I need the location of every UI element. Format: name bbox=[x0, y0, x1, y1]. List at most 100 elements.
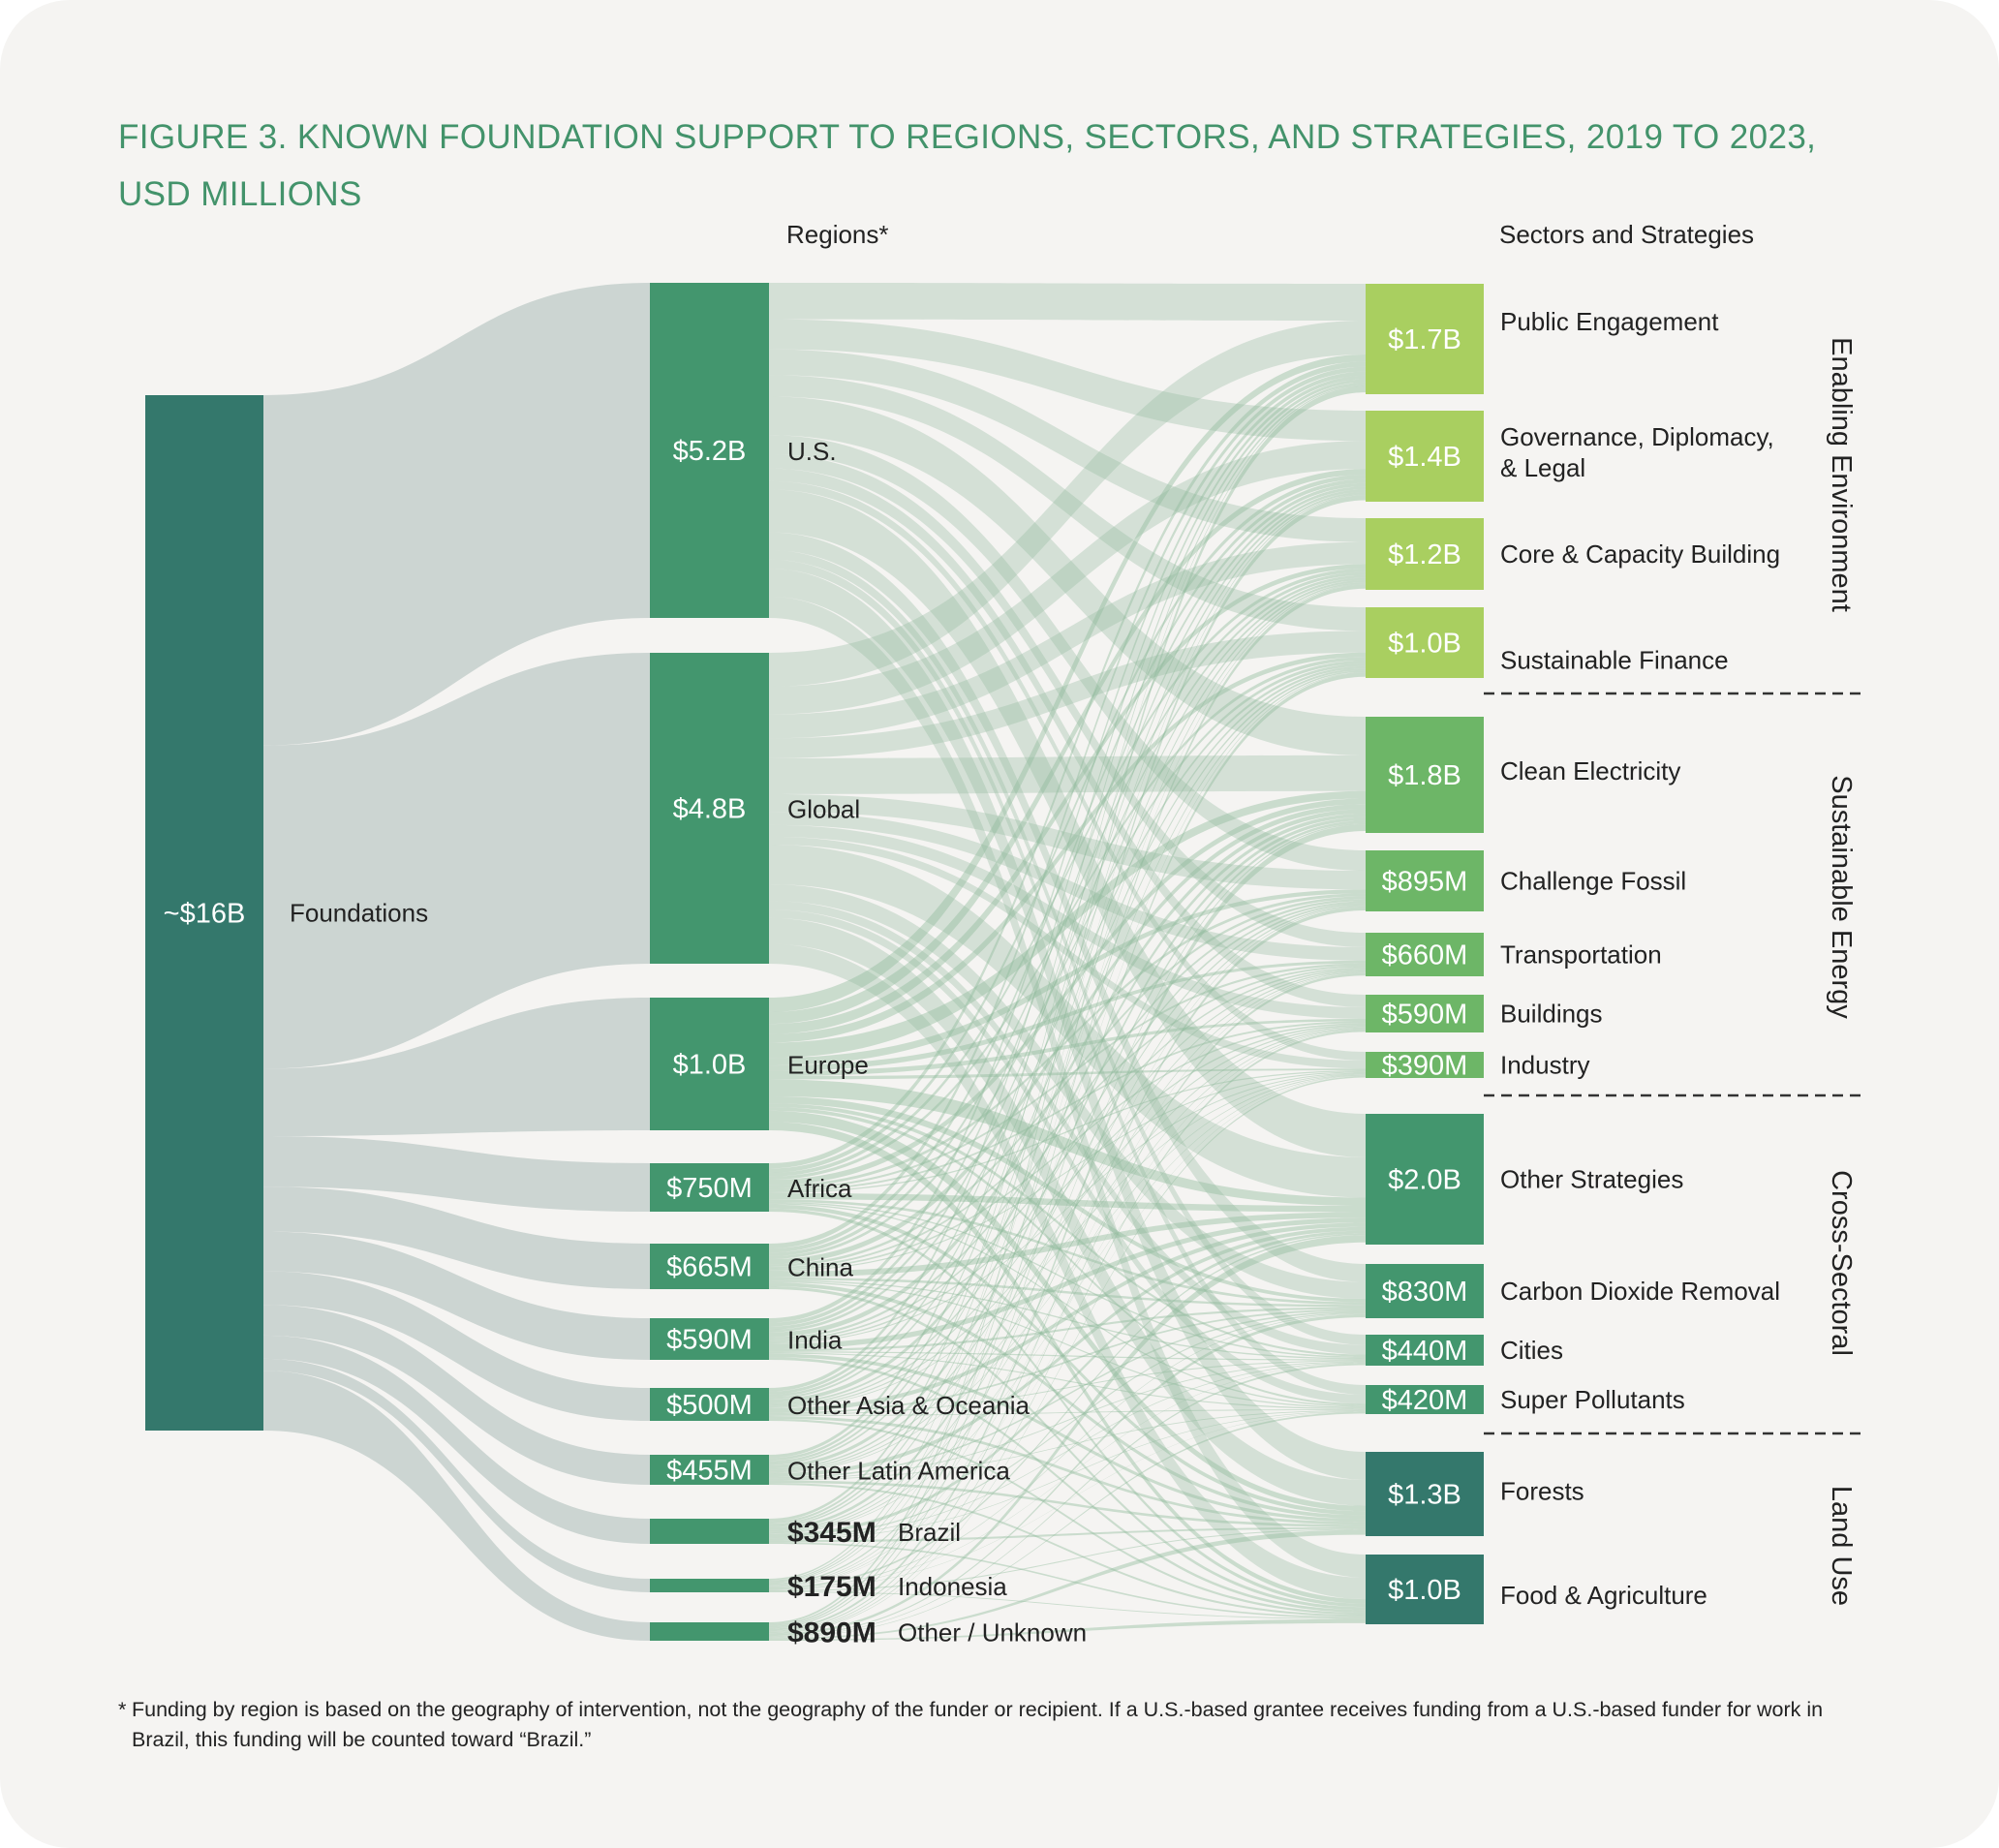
flow-indonesia-to-buildings bbox=[769, 1029, 1366, 1587]
flow-other-latin-america-to-sustainable-finance bbox=[769, 668, 1366, 1465]
node-sector-public-engagement bbox=[1366, 284, 1484, 394]
flow-indonesia-to-core-and-capacity-building bbox=[769, 583, 1366, 1583]
flow-other-unknown-to-sustainable-finance bbox=[769, 672, 1366, 1629]
flow-china-to-other-strategies bbox=[769, 1212, 1366, 1278]
flow-africa-to-challenge-fossil bbox=[769, 893, 1366, 1188]
flow-china-to-food-and-agriculture bbox=[769, 1285, 1366, 1611]
node-sector-sustainable-finance bbox=[1366, 607, 1484, 678]
footnote: * Funding by region is based on the geog… bbox=[118, 1695, 1856, 1755]
flow-china-to-clean-electricity bbox=[769, 804, 1366, 1265]
flow-other-latin-america-to-super-pollutants bbox=[769, 1409, 1366, 1481]
region-value-china: $665M bbox=[666, 1252, 753, 1283]
sector-value-carbon-dioxide-removal: $830M bbox=[1382, 1277, 1468, 1308]
flow-global-to-food-and-agriculture bbox=[769, 943, 1366, 1600]
flow-u-s-to-sustainable-finance bbox=[769, 375, 1366, 631]
node-region-global bbox=[650, 653, 769, 964]
sector-label-carbon-dioxide-removal: Carbon Dioxide Removal bbox=[1500, 1277, 1780, 1306]
flow-u-s-to-industry bbox=[769, 480, 1366, 1061]
region-value-africa: $750M bbox=[666, 1173, 753, 1204]
node-sector-carbon-dioxide-removal bbox=[1366, 1264, 1484, 1318]
flow-indonesia-to-food-and-agriculture bbox=[769, 1591, 1366, 1619]
node-region-brazil bbox=[650, 1519, 769, 1544]
flow-africa-to-governance-diplomacy-and-legal bbox=[769, 475, 1366, 1173]
flow-india-to-cities bbox=[769, 1351, 1366, 1361]
flow-u-s-to-forests bbox=[769, 569, 1366, 1480]
labels: ~$16B Foundations $5.2B U.S. $4.8B Global $1.0… bbox=[164, 307, 1780, 1649]
flow-other-unknown-to-clean-electricity bbox=[769, 824, 1366, 1631]
flow-u-s-to-governance-diplomacy-and-legal bbox=[769, 319, 1366, 442]
sector-value-challenge-fossil: $895M bbox=[1382, 867, 1468, 898]
flow-other-asia-and-oceania-to-carbon-dioxide-removal bbox=[769, 1309, 1366, 1415]
sector-label-forests: Forests bbox=[1500, 1477, 1584, 1506]
flow-other-asia-and-oceania-to-food-and-agriculture bbox=[769, 1418, 1366, 1616]
region-value-brazil: $345M bbox=[787, 1517, 876, 1549]
flow-u-s-to-core-and-capacity-building bbox=[769, 349, 1366, 542]
footnote-marker: * bbox=[118, 1698, 127, 1721]
sector-value-other-strategies: $2.0B bbox=[1388, 1165, 1461, 1196]
sector-value-food-and-agriculture: $1.0B bbox=[1388, 1575, 1461, 1606]
flow-brazil-to-transportation bbox=[769, 971, 1366, 1533]
group-label-enabling: Enabling Environment bbox=[1826, 337, 1857, 612]
flow-india-to-transportation bbox=[769, 967, 1366, 1341]
flow-foundations-global bbox=[263, 653, 650, 1069]
flow-china-to-buildings bbox=[769, 1023, 1366, 1271]
region-label-china: China bbox=[787, 1253, 853, 1282]
flow-u-s-to-clean-electricity bbox=[769, 396, 1366, 755]
flow-other-asia-and-oceania-to-forests bbox=[769, 1415, 1366, 1525]
flow-global-to-super-pollutants bbox=[769, 909, 1366, 1404]
flow-africa-to-industry bbox=[769, 1070, 1366, 1193]
region-label-global: Global bbox=[787, 795, 860, 824]
flow-china-to-governance-diplomacy-and-legal bbox=[769, 478, 1366, 1253]
flow-europe-to-transportation bbox=[769, 960, 1366, 1071]
flow-africa-to-public-engagement bbox=[769, 361, 1366, 1169]
flow-europe-to-governance-diplomacy-and-legal bbox=[769, 469, 1366, 1025]
flow-other-latin-america-to-carbon-dioxide-removal bbox=[769, 1310, 1366, 1479]
flow-india-to-forests bbox=[769, 1353, 1366, 1523]
region-label-u-s: U.S. bbox=[787, 437, 837, 466]
group-label-land: Land Use bbox=[1826, 1486, 1857, 1606]
flow-other-latin-america-to-governance-diplomacy-and-legal bbox=[769, 489, 1366, 1462]
flow-global-to-carbon-dioxide-removal bbox=[769, 884, 1366, 1299]
sectors-header: Sectors and Strategies bbox=[1499, 220, 1754, 249]
node-sector-super-pollutants bbox=[1366, 1385, 1484, 1414]
sector-label-governance-diplomacy-and-legal: Governance, Diplomacy, & Legal bbox=[1500, 422, 1774, 482]
flow-africa-to-carbon-dioxide-removal bbox=[769, 1199, 1366, 1306]
flow-brazil-to-other-strategies bbox=[769, 1230, 1366, 1538]
flow-india-to-clean-electricity bbox=[769, 809, 1366, 1338]
flow-other-latin-america-to-core-and-capacity-building bbox=[769, 579, 1366, 1463]
region-value-other-asia-and-oceania: $500M bbox=[666, 1390, 753, 1421]
flow-china-to-core-and-capacity-building bbox=[769, 571, 1366, 1256]
sector-value-transportation: $660M bbox=[1382, 940, 1468, 971]
region-value-other-latin-america: $455M bbox=[666, 1456, 753, 1487]
flow-global-to-forests bbox=[769, 917, 1366, 1506]
flow-global-to-other-strategies bbox=[769, 844, 1366, 1198]
node-sector-industry bbox=[1366, 1052, 1484, 1078]
flow-china-to-public-engagement bbox=[769, 366, 1366, 1249]
region-value-other-unknown: $890M bbox=[787, 1617, 876, 1649]
sector-value-governance-diplomacy-and-legal: $1.4B bbox=[1388, 442, 1461, 473]
node-sector-buildings bbox=[1366, 995, 1484, 1032]
flow-u-s-to-super-pollutants bbox=[769, 559, 1366, 1395]
region-label-india: India bbox=[787, 1326, 843, 1355]
flow-china-to-forests bbox=[769, 1282, 1366, 1520]
flow-other-latin-america-to-cities bbox=[769, 1361, 1366, 1480]
flow-brazil-to-buildings bbox=[769, 1028, 1366, 1534]
flow-africa-to-forests bbox=[769, 1204, 1366, 1516]
sector-label-super-pollutants: Super Pollutants bbox=[1500, 1385, 1685, 1414]
flow-other-asia-and-oceania-to-cities bbox=[769, 1360, 1366, 1416]
node-region-other-asia-and-oceania bbox=[650, 1388, 769, 1421]
sector-value-buildings: $590M bbox=[1382, 1000, 1468, 1031]
node-region-other-unknown bbox=[650, 1622, 769, 1641]
node-sector-cities bbox=[1366, 1335, 1484, 1366]
flow-foundations-brazil bbox=[263, 1335, 650, 1544]
flow-global-to-buildings bbox=[769, 824, 1366, 1019]
region-label-other-asia-and-oceania: Other Asia & Oceania bbox=[787, 1391, 1030, 1420]
flow-other-unknown-to-buildings bbox=[769, 1030, 1366, 1634]
flow-other-unknown-to-challenge-fossil bbox=[769, 907, 1366, 1632]
flow-other-unknown-to-public-engagement bbox=[769, 385, 1366, 1625]
flow-africa-to-buildings bbox=[769, 1021, 1366, 1192]
node-foundations bbox=[145, 395, 263, 1431]
flow-foundations-europe bbox=[263, 998, 650, 1137]
flow-europe-to-carbon-dioxide-removal bbox=[769, 1096, 1366, 1303]
